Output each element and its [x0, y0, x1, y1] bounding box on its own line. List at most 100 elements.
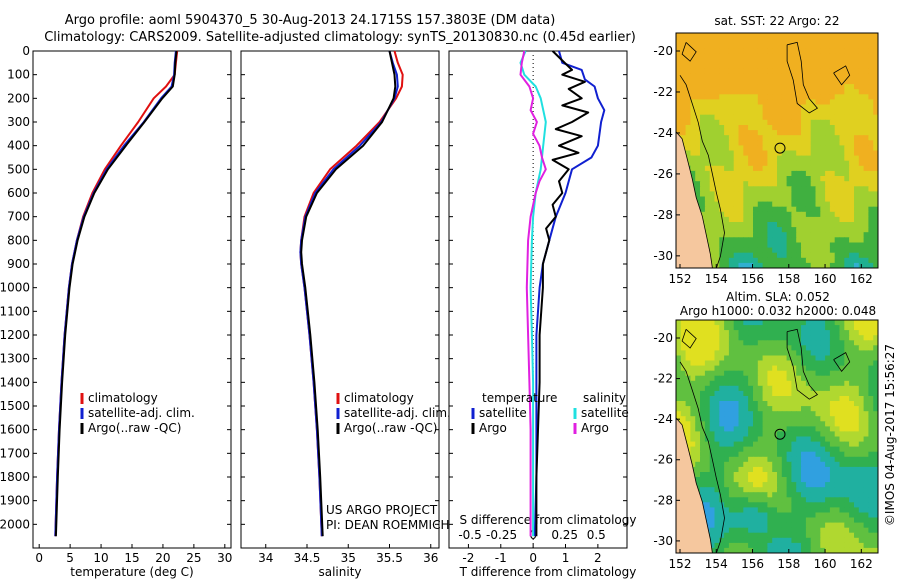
map-cell: [719, 466, 725, 473]
map-cell: [767, 507, 773, 514]
map-cell: [786, 94, 792, 100]
map-cell: [743, 446, 749, 453]
map-cell: [854, 38, 860, 44]
map-cell: [724, 201, 730, 208]
map-cell: [704, 507, 711, 514]
map-cell: [733, 461, 740, 468]
map-cell: [815, 472, 821, 478]
x-tick-label: 35: [341, 551, 356, 565]
map-cell: [738, 411, 744, 417]
map-cell: [767, 360, 773, 367]
map-cell: [772, 84, 778, 90]
map-cell: [680, 406, 687, 412]
map-cell: [700, 406, 706, 412]
map-cell: [858, 350, 865, 357]
map-cell: [724, 247, 730, 254]
map-cell: [786, 401, 792, 407]
map-cell: [738, 492, 744, 498]
map-cell: [834, 472, 841, 478]
map-cell: [801, 492, 807, 498]
map-cell: [724, 456, 730, 463]
map-cell: [825, 99, 831, 106]
map-cell: [767, 104, 773, 111]
map-cell: [796, 247, 802, 254]
map-cell: [786, 335, 792, 341]
map-cell: [676, 401, 682, 407]
map-cell: [777, 340, 783, 346]
map-cell: [719, 232, 725, 238]
map-cell: [873, 58, 878, 65]
map-cell: [709, 114, 716, 121]
map-cell: [777, 79, 783, 85]
map-cell: [685, 155, 691, 162]
x-tick-label: 0: [529, 551, 537, 565]
map-cell: [738, 456, 744, 463]
map-cell: [815, 451, 821, 458]
map-cell: [796, 89, 802, 95]
map-cell: [748, 79, 754, 85]
map-cell: [825, 320, 831, 326]
map-cell: [700, 191, 706, 198]
map-cell: [839, 380, 845, 387]
map-cell: [815, 522, 821, 529]
map-cell: [839, 340, 845, 346]
map-cell: [839, 196, 845, 203]
map-cell: [781, 461, 788, 468]
map-cell: [854, 537, 860, 544]
map-cell: [801, 211, 807, 218]
y-tick-label: 1900: [0, 494, 30, 508]
map-cell: [820, 125, 826, 131]
map-cell: [791, 350, 797, 357]
map-cell: [796, 160, 802, 167]
map-cell: [858, 176, 865, 182]
map-cell: [786, 502, 792, 508]
map-cell: [834, 104, 841, 111]
map-cell: [829, 114, 836, 121]
map-cell: [815, 38, 821, 44]
map-cell: [805, 532, 812, 539]
map-cell: [854, 330, 860, 336]
map-cell: [762, 542, 768, 549]
map-cell: [738, 446, 744, 453]
map-cell: [854, 196, 860, 203]
map-cell: [738, 365, 744, 372]
map-cell: [805, 345, 812, 351]
map-cell: [762, 441, 768, 448]
map-cell: [724, 487, 730, 493]
map-cell: [704, 466, 711, 473]
map-cell: [801, 466, 807, 473]
map-cell: [781, 350, 788, 357]
map-cell: [724, 325, 730, 331]
map-cell: [762, 222, 768, 228]
panel-temperature: 0100200300400500600700800900100011001200…: [0, 44, 232, 579]
map-cell: [762, 355, 768, 362]
map-cell: [858, 79, 865, 85]
island-contour: [681, 329, 697, 349]
map-cell: [714, 492, 720, 498]
map-cell: [858, 160, 865, 167]
map-cell: [743, 320, 749, 326]
map-cell: [820, 325, 826, 331]
map-cell: [839, 222, 845, 228]
map-cell: [777, 227, 783, 233]
map-cell: [786, 186, 792, 192]
map-cell: [868, 58, 874, 65]
map-cell: [743, 385, 749, 392]
map-cell: [868, 482, 874, 488]
map-cell: [796, 477, 802, 483]
map-cell: [704, 401, 711, 407]
map-cell: [796, 53, 802, 60]
map-cell: [709, 257, 716, 264]
map-cell: [810, 216, 817, 223]
map-cell: [762, 99, 768, 106]
map-cell: [772, 191, 778, 198]
map-cell: [767, 211, 773, 218]
map-cell: [781, 89, 788, 95]
map-cell: [873, 242, 878, 249]
map-cell: [753, 431, 759, 438]
map-cell: [757, 340, 764, 346]
map-cell: [738, 436, 744, 443]
map-cell: [849, 446, 855, 453]
map-cell: [825, 247, 831, 254]
map-cell: [700, 330, 706, 336]
